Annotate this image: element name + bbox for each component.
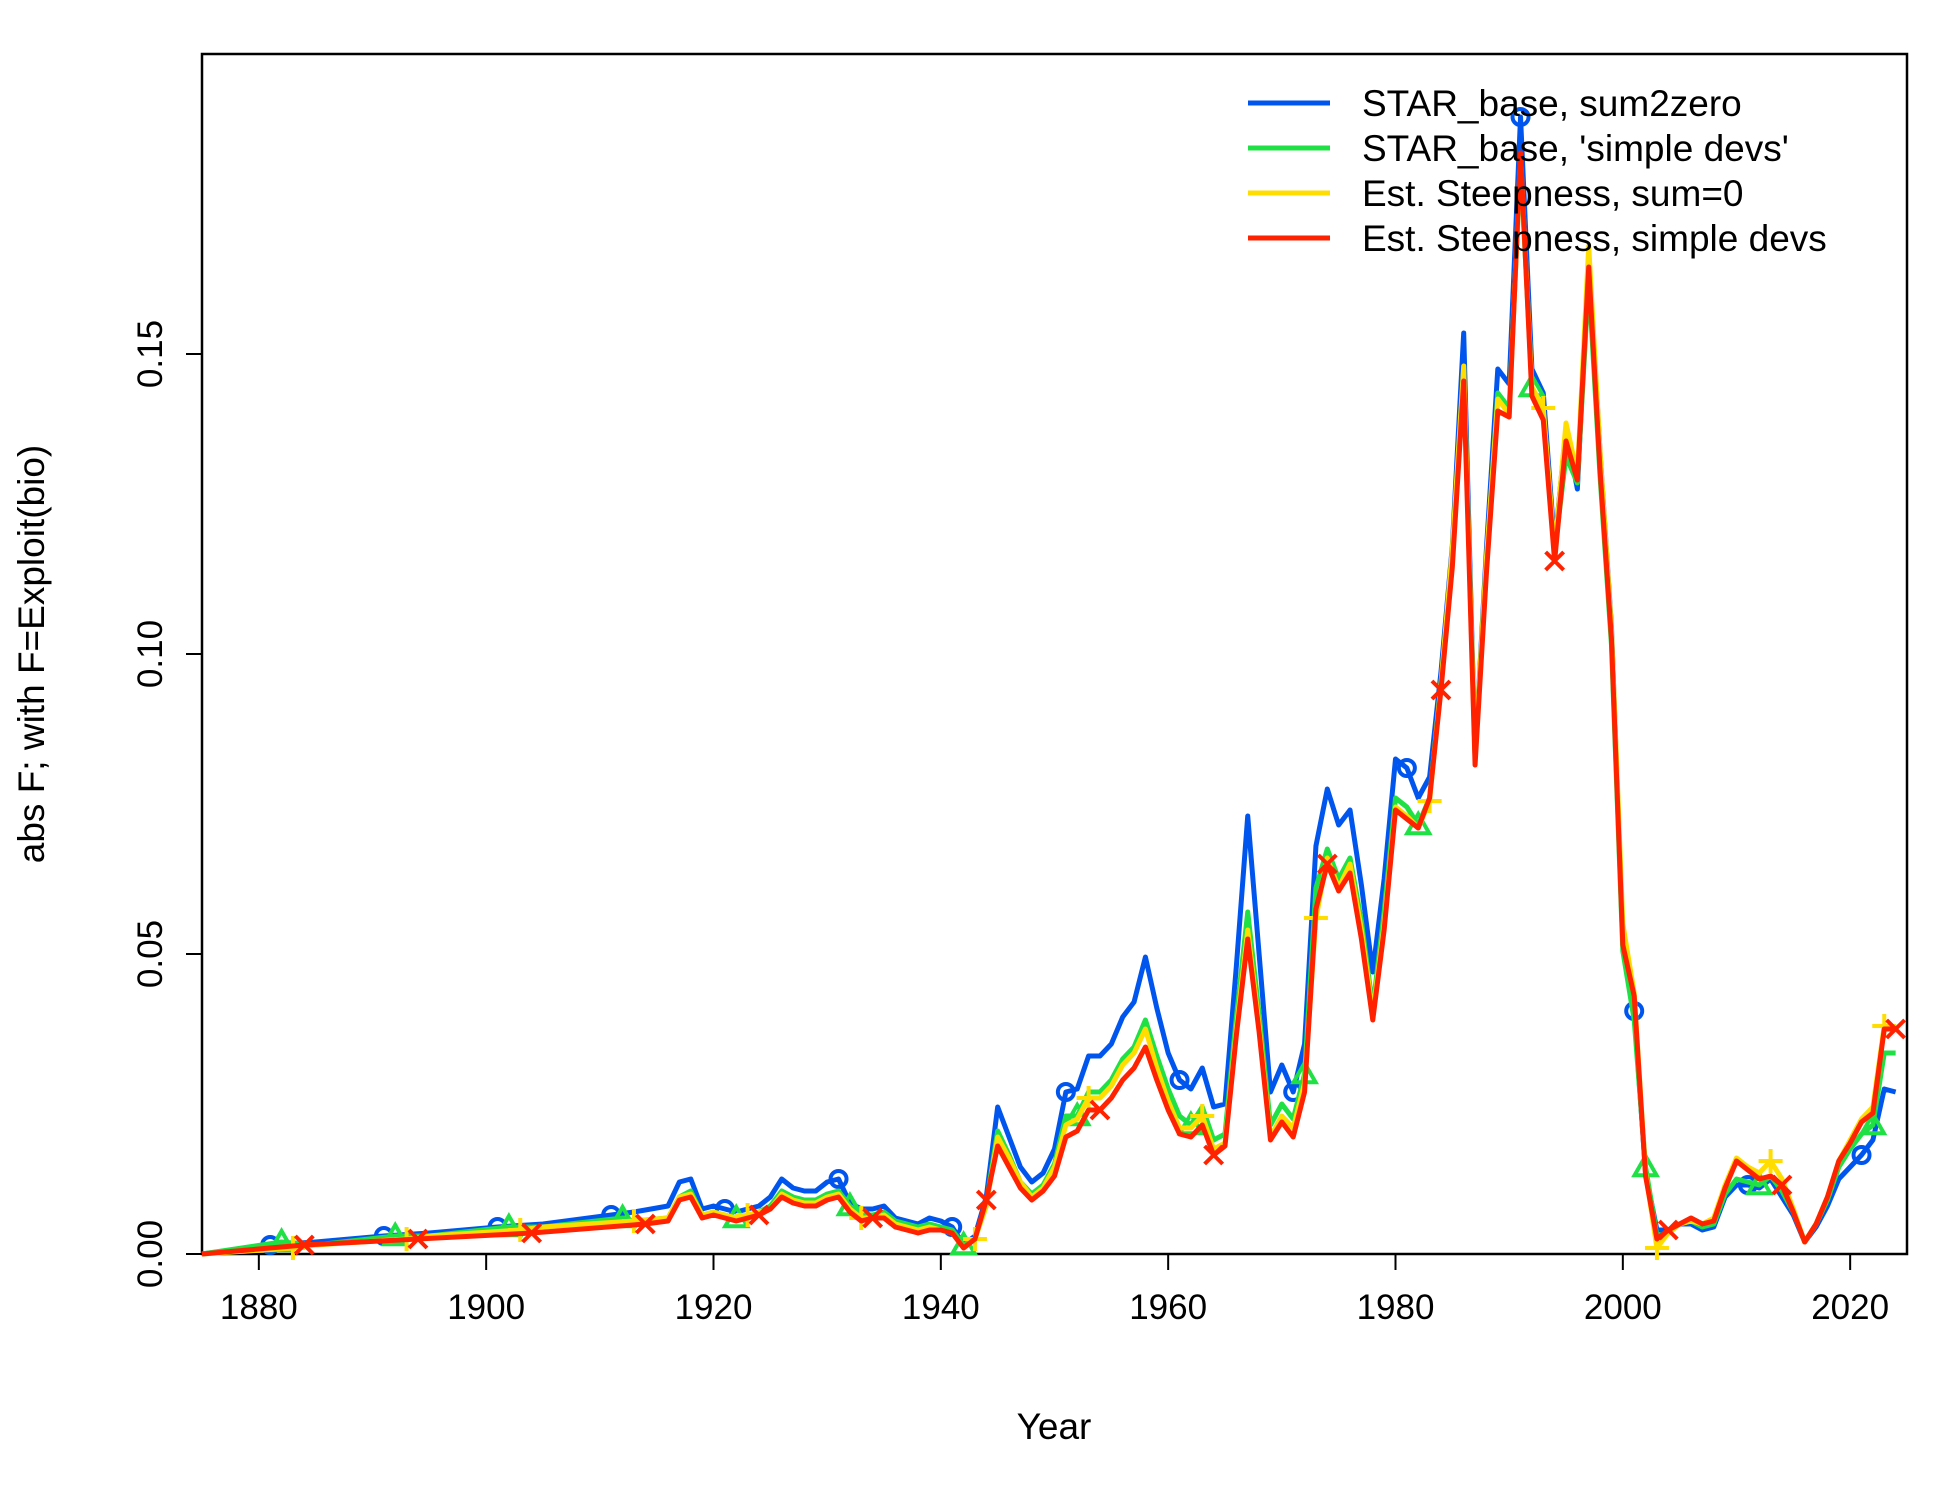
x-tick-label: 1900	[447, 1288, 525, 1327]
data-point	[748, 1204, 770, 1226]
axes: 1880 1900 1920 1940 1960 1980 2000 2020 0.00 0.05…	[131, 320, 1889, 1327]
legend-label: Est. Steepness, sum=0	[1362, 173, 1744, 214]
y-tick-label: 0.15	[131, 320, 170, 388]
data-point	[828, 1169, 849, 1189]
x-tick-label: 2020	[1811, 1288, 1889, 1327]
data-point	[1851, 1145, 1872, 1165]
x-axis-title: Year	[1017, 1406, 1092, 1447]
data-point	[1885, 1018, 1907, 1040]
data-point	[1771, 1174, 1793, 1196]
y-tick-label: 0.00	[131, 1220, 170, 1288]
data-point	[407, 1228, 429, 1250]
legend-label: Est. Steepness, simple devs	[1362, 218, 1827, 259]
x-tick-label: 1920	[675, 1288, 753, 1327]
data-point	[1430, 679, 1452, 701]
x-tick-label: 1940	[902, 1288, 980, 1327]
data-point	[1758, 1149, 1783, 1173]
data-point	[1544, 550, 1566, 572]
x-tick-label: 1980	[1357, 1288, 1435, 1327]
data-point	[975, 1189, 997, 1211]
data-point	[1510, 107, 1531, 127]
data-point	[1076, 1086, 1101, 1110]
y-axis-title: abs F; with F=Exploit(bio)	[11, 445, 52, 863]
data-point	[862, 1207, 884, 1229]
legend-label: STAR_base, 'simple devs'	[1362, 128, 1789, 169]
legend-label: STAR_base, sum2zero	[1362, 83, 1742, 124]
series-4	[201, 150, 1907, 1257]
data-point	[634, 1213, 656, 1235]
data-point	[1089, 1099, 1111, 1121]
data-point	[1744, 1169, 1774, 1196]
x-tick-label: 1960	[1129, 1288, 1207, 1327]
series-line	[201, 150, 1896, 1257]
data-point	[521, 1222, 543, 1244]
data-point	[1203, 1144, 1225, 1166]
plot-area	[201, 107, 1907, 1260]
data-point	[293, 1234, 315, 1256]
data-point	[1858, 1109, 1888, 1136]
data-point	[1062, 1100, 1092, 1127]
data-point	[1169, 1070, 1190, 1090]
y-tick-label: 0.10	[131, 620, 170, 688]
data-point	[1657, 1219, 1679, 1241]
data-point	[1055, 1082, 1076, 1102]
x-tick-label: 1880	[220, 1288, 298, 1327]
x-tick-label: 2000	[1584, 1288, 1662, 1327]
y-tick-label: 0.05	[131, 920, 170, 988]
data-point	[1316, 853, 1338, 875]
data-point	[1396, 758, 1417, 778]
data-point	[380, 1220, 410, 1247]
